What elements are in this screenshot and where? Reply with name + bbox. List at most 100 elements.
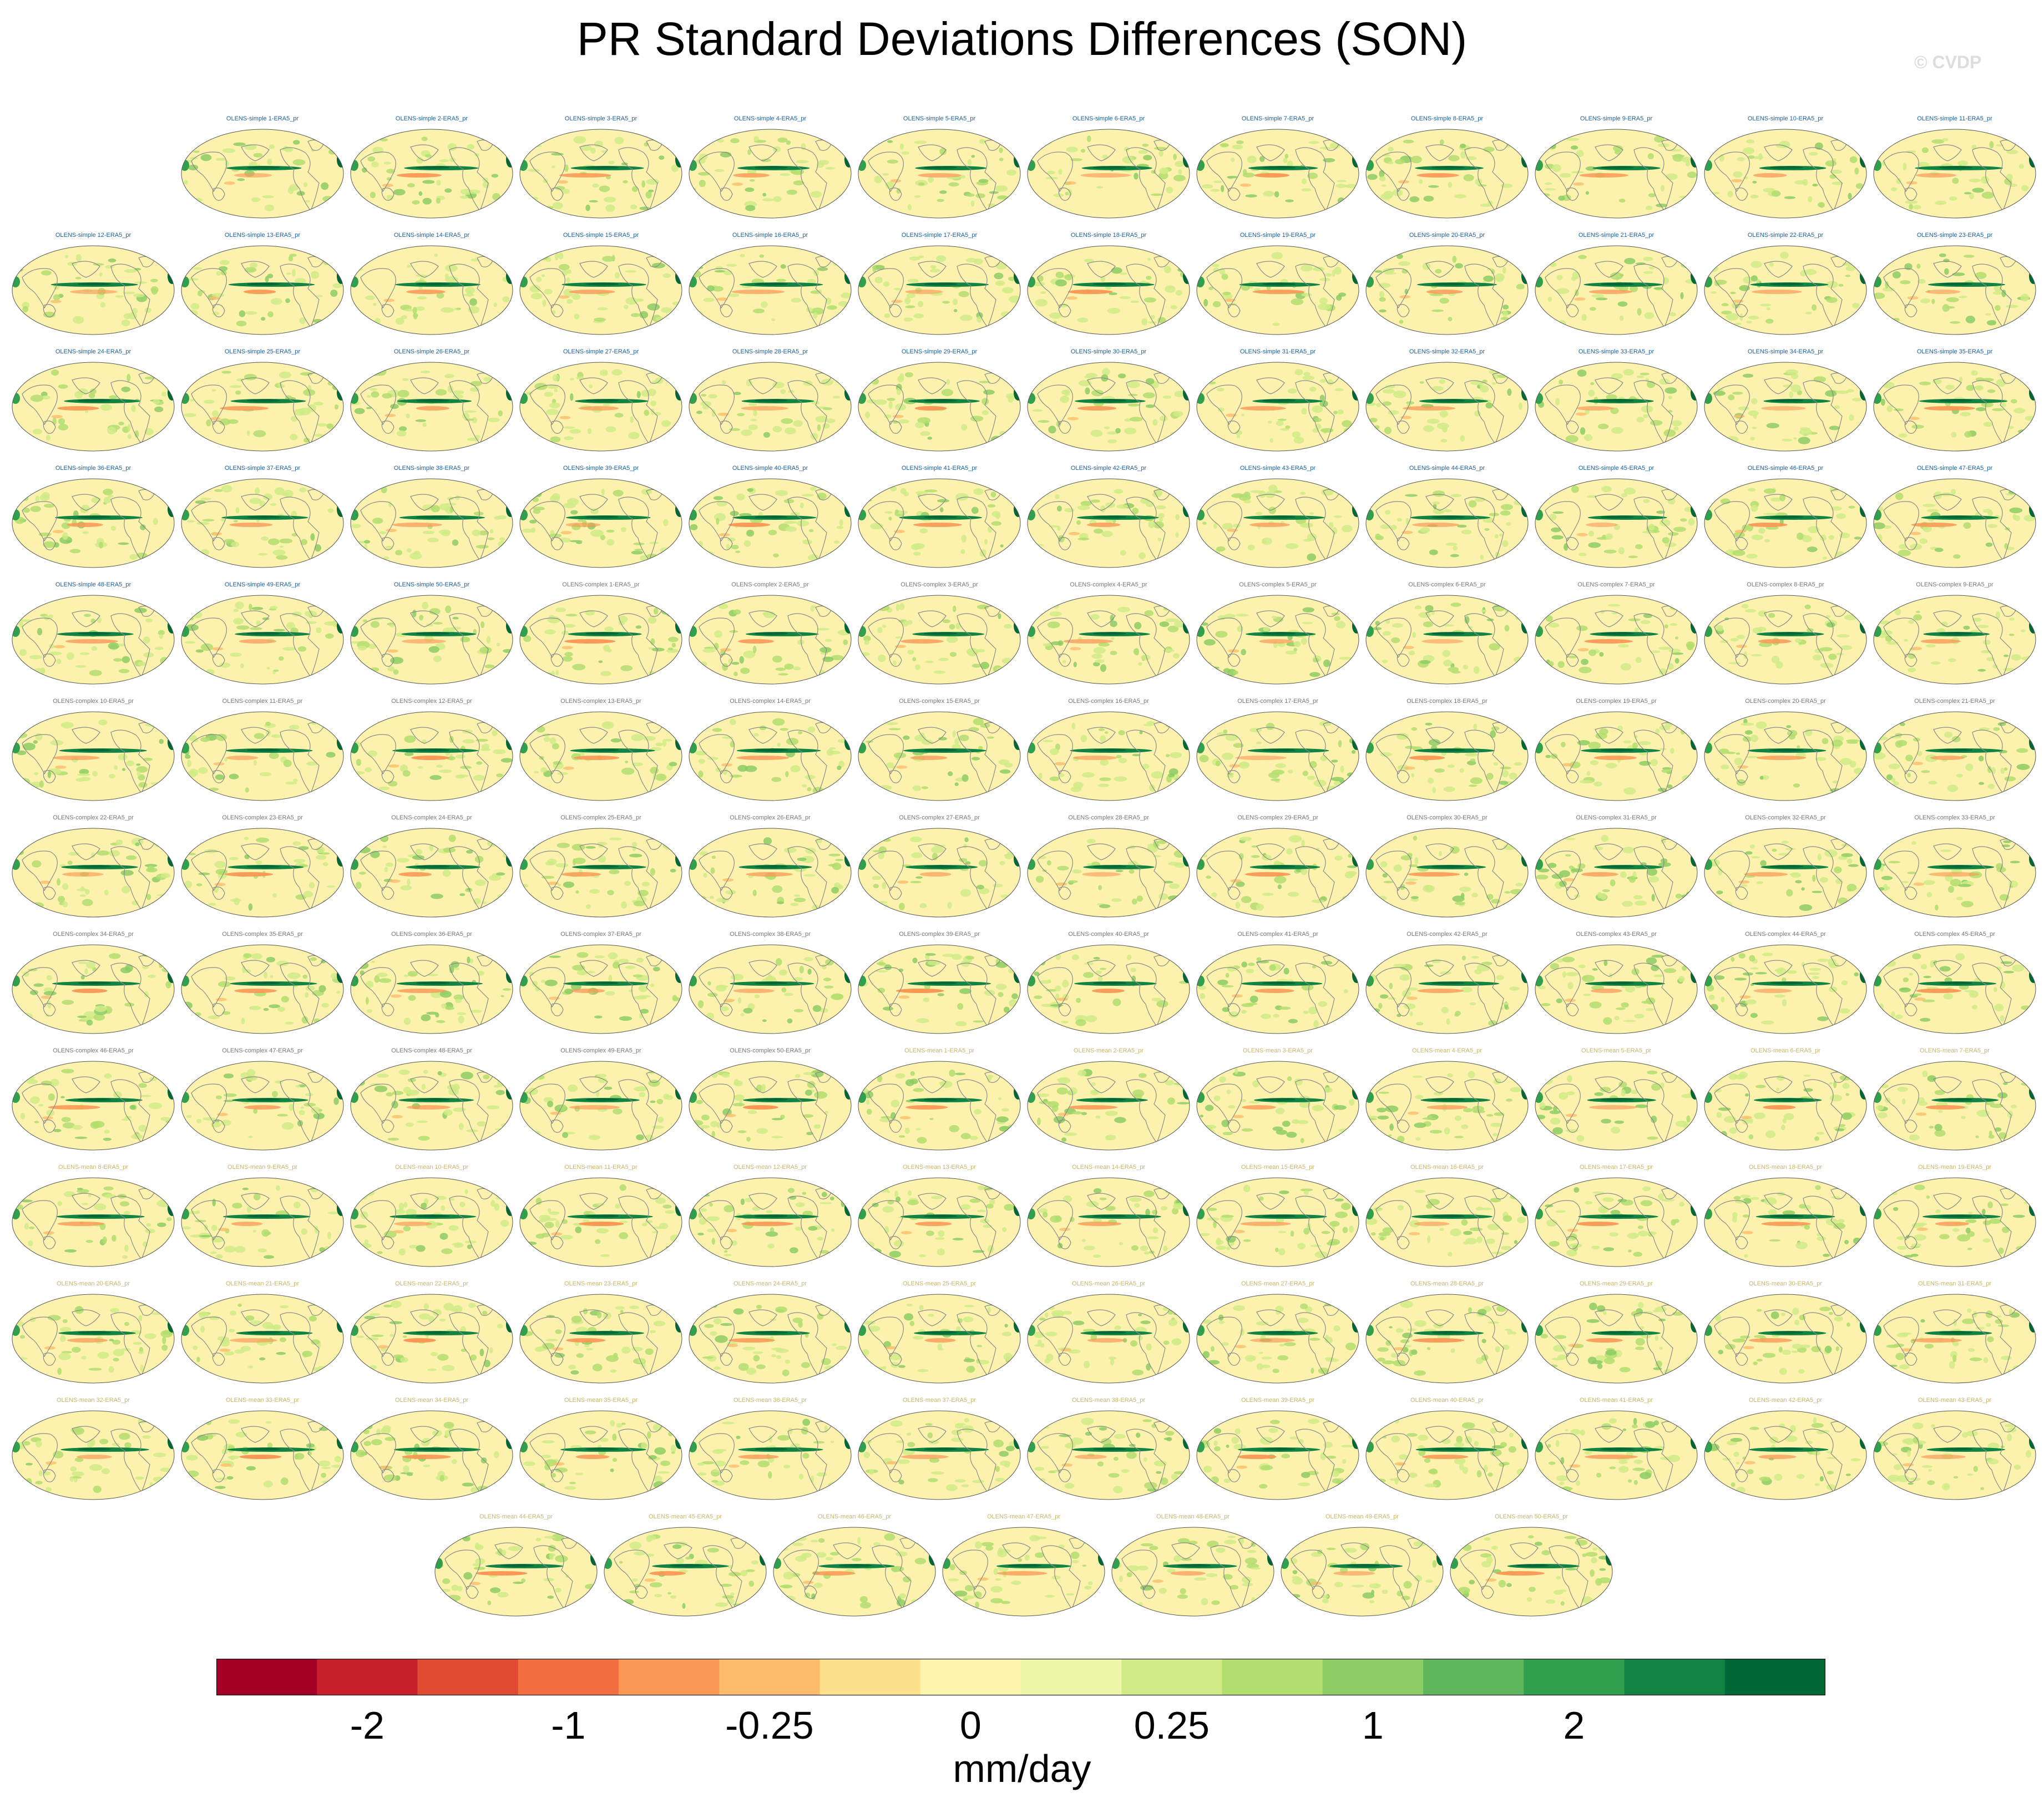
world-map [181,1294,344,1384]
panel-label: OLENS-simple 13-ERA5_pr [224,232,301,239]
panel-label: OLENS-complex 2-ERA5_pr [731,581,809,588]
world-map [1365,1294,1529,1384]
map-panel: OLENS-mean 41-ERA5_pr [1534,1397,1698,1502]
panel-label: OLENS-complex 27-ERA5_pr [899,814,980,821]
panel-label: OLENS-simple 48-ERA5_pr [55,581,131,588]
panel-label: OLENS-complex 35-ERA5_pr [222,931,303,938]
panel-label: OLENS-simple 18-ERA5_pr [1070,232,1147,239]
world-map [858,1410,1021,1500]
panel-label: OLENS-complex 18-ERA5_pr [1406,698,1488,705]
map-panel: OLENS-simple 49-ERA5_pr [180,581,345,687]
world-map [1365,828,1529,918]
panel-label: OLENS-mean 49-ERA5_pr [1325,1513,1399,1520]
world-map [1196,1294,1359,1384]
colorbar-tick-label: 1 [1362,1704,1384,1747]
map-panel: OLENS-complex 4-ERA5_pr [1026,581,1191,687]
world-map [519,828,682,918]
world-map [181,129,344,219]
map-panel: OLENS-simple 35-ERA5_pr [1873,348,2037,454]
world-map [689,1410,852,1500]
map-panel: OLENS-simple 11-ERA5_pr [1873,115,2037,221]
map-panel: OLENS-simple 47-ERA5_pr [1873,465,2037,570]
panel-label: OLENS-complex 1-ERA5_pr [562,581,640,588]
map-panel: OLENS-mean 1-ERA5_pr [857,1047,1021,1153]
panel-label: OLENS-complex 49-ERA5_pr [560,1047,641,1054]
map-panel: OLENS-simple 43-ERA5_pr [1196,465,1360,570]
map-panel: OLENS-simple 34-ERA5_pr [1703,348,1868,454]
world-map [1365,1410,1529,1500]
panel-label: OLENS-mean 28-ERA5_pr [1410,1280,1484,1287]
panel-label: OLENS-complex 24-ERA5_pr [391,814,472,821]
world-map [350,711,513,801]
world-map [519,711,682,801]
world-map [1873,362,2036,452]
panel-label: OLENS-simple 16-ERA5_pr [732,232,808,239]
map-panel: OLENS-complex 10-ERA5_pr [11,698,175,803]
world-map [1196,362,1359,452]
world-map [1873,944,2036,1034]
world-map [1873,1410,2036,1500]
panel-label: OLENS-mean 43-ERA5_pr [1917,1397,1992,1404]
map-panel: OLENS-simple 22-ERA5_pr [1703,232,1868,337]
panel-label: OLENS-mean 27-ERA5_pr [1241,1280,1315,1287]
map-panel: OLENS-complex 45-ERA5_pr [1873,931,2037,1036]
colorbar [216,1659,1825,1695]
map-panel: OLENS-simple 4-ERA5_pr [688,115,852,221]
world-map [1535,828,1698,918]
world-map [1873,1294,2036,1384]
world-map [858,129,1021,219]
world-map [773,1527,936,1617]
panel-label: OLENS-mean 5-ERA5_pr [1581,1047,1651,1054]
map-panel: OLENS-simple 3-ERA5_pr [519,115,683,221]
map-panel: OLENS-complex 25-ERA5_pr [519,814,683,920]
panel-label: OLENS-mean 45-ERA5_pr [648,1513,722,1520]
world-map [1196,1410,1359,1500]
world-map [689,362,852,452]
map-panel: OLENS-complex 32-ERA5_pr [1703,814,1868,920]
world-map [12,828,175,918]
map-panel: OLENS-mean 50-ERA5_pr [1449,1513,1613,1619]
map-panel: OLENS-complex 35-ERA5_pr [180,931,345,1036]
panel-label: OLENS-complex 21-ERA5_pr [1914,698,1995,705]
map-panel: OLENS-complex 12-ERA5_pr [350,698,514,803]
map-panel: OLENS-mean 17-ERA5_pr [1534,1164,1698,1269]
map-panel: OLENS-simple 44-ERA5_pr [1365,465,1529,570]
panel-label: OLENS-mean 24-ERA5_pr [733,1280,807,1287]
panel-label: OLENS-simple 22-ERA5_pr [1747,232,1824,239]
world-map [1704,245,1867,335]
world-map [519,1294,682,1384]
panel-label: OLENS-simple 7-ERA5_pr [1241,115,1314,122]
world-map [1873,595,2036,685]
map-panel: OLENS-mean 10-ERA5_pr [350,1164,514,1269]
world-map [181,711,344,801]
panel-label: OLENS-mean 23-ERA5_pr [564,1280,638,1287]
colorbar-swatch [417,1659,519,1695]
map-panel: OLENS-mean 20-ERA5_pr [11,1280,175,1386]
panel-label: OLENS-mean 9-ERA5_pr [227,1164,297,1171]
panel-label: OLENS-simple 11-ERA5_pr [1917,115,1992,122]
panel-label: OLENS-mean 30-ERA5_pr [1748,1280,1823,1287]
map-panel: OLENS-complex 28-ERA5_pr [1026,814,1191,920]
map-panel: OLENS-mean 5-ERA5_pr [1534,1047,1698,1153]
world-map [858,362,1021,452]
world-map [1365,595,1529,685]
map-panel: OLENS-simple 32-ERA5_pr [1365,348,1529,454]
map-panel: OLENS-complex 24-ERA5_pr [350,814,514,920]
colorbar-swatch [719,1659,820,1695]
map-panel: OLENS-simple 28-ERA5_pr [688,348,852,454]
panel-label: OLENS-complex 44-ERA5_pr [1745,931,1826,938]
panel-label: OLENS-mean 21-ERA5_pr [225,1280,300,1287]
map-panel: OLENS-simple 5-ERA5_pr [857,115,1021,221]
map-panel: OLENS-complex 16-ERA5_pr [1026,698,1191,803]
panel-label: OLENS-mean 33-ERA5_pr [225,1397,300,1404]
world-map [1365,245,1529,335]
map-panel: OLENS-complex 40-ERA5_pr [1026,931,1191,1036]
map-panel: OLENS-mean 4-ERA5_pr [1365,1047,1529,1153]
map-panel: OLENS-mean 21-ERA5_pr [180,1280,345,1386]
panel-label: OLENS-complex 32-ERA5_pr [1745,814,1826,821]
panel-label: OLENS-simple 32-ERA5_pr [1409,348,1485,355]
panel-label: OLENS-complex 3-ERA5_pr [900,581,978,588]
world-map [1027,245,1190,335]
panel-label: OLENS-mean 39-ERA5_pr [1241,1397,1315,1404]
map-panel: OLENS-mean 32-ERA5_pr [11,1397,175,1502]
